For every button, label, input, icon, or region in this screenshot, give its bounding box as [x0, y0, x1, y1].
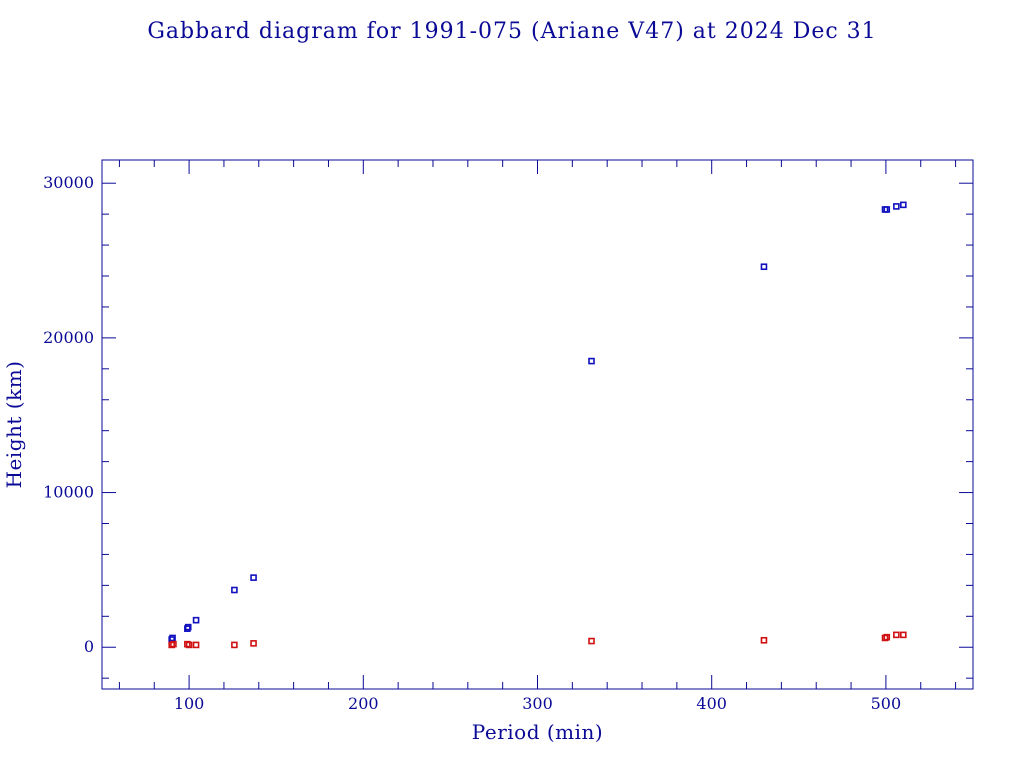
y-tick-label: 30000 [43, 173, 94, 192]
apogee-point [883, 206, 891, 213]
x-axis-label: Period (min) [472, 720, 603, 744]
axis-tick-labels: 100 200 300 400 500 0 10000 20000 30000 [43, 173, 901, 713]
perigee-point [192, 641, 200, 649]
apogee-point [184, 625, 191, 632]
x-tick-label: 400 [696, 694, 727, 713]
x-tick-label: 100 [174, 694, 205, 713]
perigee-point [170, 640, 177, 648]
perigee-point [250, 640, 257, 647]
chart-title: Gabbard diagram for 1991-075 (Ariane V47… [147, 19, 876, 44]
x-tick-label: 500 [871, 694, 902, 713]
apogee-point [250, 574, 257, 581]
apogee-point [184, 623, 192, 631]
perigee-point [900, 631, 907, 639]
apogee-point [231, 586, 238, 594]
perigee-point [893, 631, 900, 639]
apogee-point [900, 201, 907, 209]
y-tick-label: 20000 [43, 328, 94, 347]
x-tick-label: 200 [348, 694, 379, 713]
y-tick-label: 10000 [43, 483, 94, 502]
x-tick-label: 300 [522, 694, 553, 713]
apogee-point [760, 263, 768, 271]
plot-frame [101, 159, 974, 690]
perigee-point [231, 641, 238, 649]
perigee-point [185, 641, 193, 649]
apogee-point [192, 616, 200, 624]
axis-ticks [102, 160, 973, 689]
y-axis-label: Height (km) [2, 361, 26, 489]
apogee-point [588, 357, 595, 365]
y-tick-label: 0 [84, 637, 94, 656]
data-points [168, 201, 907, 649]
apogee-point [893, 203, 900, 210]
perigee-point [588, 637, 595, 645]
perigee-point [760, 636, 768, 644]
apogee-point [169, 634, 176, 642]
perigee-point [883, 633, 891, 641]
